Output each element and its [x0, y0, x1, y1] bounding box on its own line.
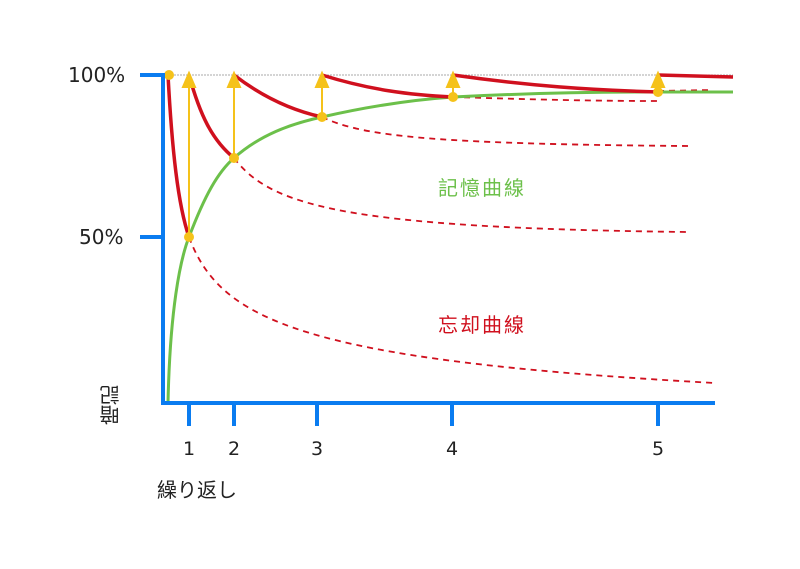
arrow-head-icon — [181, 70, 197, 88]
memory-curve-label: 記憶曲線 — [438, 176, 526, 200]
forgetting-dashed-curves — [188, 89, 716, 384]
arrow-head-icon — [445, 70, 461, 88]
x-tick-label-2: 2 — [227, 438, 241, 460]
y-tick-label-100: 100% — [68, 63, 126, 87]
review-points — [164, 70, 663, 242]
forgetting-solid-4 — [452, 73, 659, 94]
forgetting-solid-2 — [232, 73, 323, 119]
x-tick-label-3: 3 — [310, 438, 324, 460]
arrow-head-icon — [226, 70, 242, 88]
forgetting-solid-3 — [321, 73, 454, 99]
x-tick-label-1: 1 — [182, 438, 196, 460]
forgetting-solid-5 — [657, 73, 734, 79]
forgetting-dashed-1 — [188, 236, 716, 384]
memory-curve — [166, 90, 733, 404]
y-axis-label: 暗記 — [99, 385, 123, 425]
forgetting-curve-label: 忘却曲線 — [438, 313, 526, 337]
axes — [140, 73, 715, 426]
forgetting-dashed-2 — [233, 157, 689, 233]
review-arrows — [181, 70, 666, 237]
y-tick-label-50: 50% — [79, 225, 124, 249]
forgetting-dashed-4 — [452, 96, 659, 102]
forgetting-solid-0 — [166, 74, 191, 238]
arrow-head-icon — [314, 70, 330, 88]
x-axis-label: 繰り返し — [157, 478, 237, 502]
forgetting-dashed-3 — [321, 116, 689, 147]
x-tick-label-4: 4 — [445, 438, 459, 460]
x-tick-label-5: 5 — [651, 438, 665, 460]
